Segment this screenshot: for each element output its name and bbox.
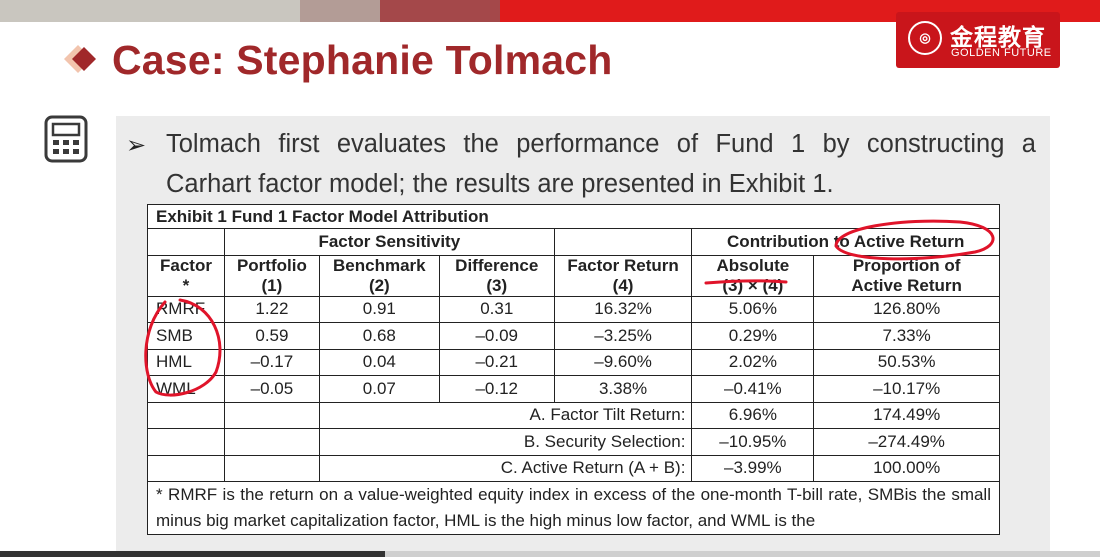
proportion-cell: 174.49% bbox=[813, 401, 1000, 429]
factor-sensitivity-header: Factor Sensitivity bbox=[223, 228, 555, 256]
calculator-icon bbox=[44, 115, 88, 163]
difference-cell: –0.21 bbox=[438, 348, 555, 376]
table-row: WML –0.05 0.07 –0.12 3.38% –0.41% –10.17… bbox=[147, 375, 1000, 403]
exhibit-caption: Exhibit 1 Fund 1 Factor Model Attributio… bbox=[147, 204, 1000, 229]
empty-cell bbox=[223, 401, 320, 429]
page-title: Case: Stephanie Tolmach bbox=[112, 37, 613, 83]
title-diamond-icon bbox=[64, 45, 96, 73]
difference-column-header: Difference (3) bbox=[438, 254, 555, 297]
portfolio-cell: 0.59 bbox=[223, 322, 320, 350]
portfolio-cell: –0.17 bbox=[223, 348, 320, 376]
proportion-cell: 50.53% bbox=[813, 348, 1000, 376]
bullet-text-line-1: Tolmach first evaluates the performance … bbox=[166, 130, 1036, 158]
summary-label: B. Security Selection: bbox=[318, 428, 693, 456]
portfolio-cell: –0.05 bbox=[223, 375, 320, 403]
brand-logo: ◎ 金程教育 GOLDEN FUTURE bbox=[896, 12, 1060, 68]
logo-seal-icon: ◎ bbox=[908, 21, 942, 55]
summary-row: B. Security Selection: –10.95% –274.49% bbox=[147, 428, 1000, 456]
factor-cell: HML bbox=[147, 348, 225, 376]
benchmark-cell: 0.91 bbox=[318, 295, 440, 323]
empty-cell bbox=[147, 428, 225, 456]
factor-return-column-header: Factor Return (4) bbox=[553, 254, 693, 297]
proportion-column-header: Proportion of Active Return bbox=[813, 254, 1000, 297]
bullet-text-line-2: Carhart factor model; the results are pr… bbox=[166, 170, 834, 198]
bullet-arrow-icon: ➢ bbox=[126, 132, 147, 159]
summary-row: A. Factor Tilt Return: 6.96% 174.49% bbox=[147, 401, 1000, 429]
summary-label: A. Factor Tilt Return: bbox=[318, 401, 693, 429]
proportion-cell: 7.33% bbox=[813, 322, 1000, 350]
empty-cell bbox=[223, 454, 320, 482]
logo-chinese-text: 金程教育 bbox=[950, 24, 1046, 50]
summary-row: C. Active Return (A + B): –3.99% 100.00% bbox=[147, 454, 1000, 482]
proportion-cell: –10.17% bbox=[813, 375, 1000, 403]
empty-cell bbox=[147, 401, 225, 429]
difference-cell: 0.31 bbox=[438, 295, 555, 323]
proportion-cell: 126.80% bbox=[813, 295, 1000, 323]
proportion-cell: 100.00% bbox=[813, 454, 1000, 482]
benchmark-cell: 0.07 bbox=[318, 375, 440, 403]
difference-cell: –0.12 bbox=[438, 375, 555, 403]
absolute-cell: –10.95% bbox=[691, 428, 815, 456]
absolute-cell: 2.02% bbox=[691, 348, 815, 376]
proportion-cell: –274.49% bbox=[813, 428, 1000, 456]
header-empty-cell bbox=[553, 228, 693, 256]
factor-cell: RMRF bbox=[147, 295, 225, 323]
factor-cell: SMB bbox=[147, 322, 225, 350]
benchmark-cell: 0.68 bbox=[318, 322, 440, 350]
absolute-cell: 6.96% bbox=[691, 401, 815, 429]
difference-cell: –0.09 bbox=[438, 322, 555, 350]
exhibit-table: Exhibit 1 Fund 1 Factor Model Attributio… bbox=[147, 204, 1000, 535]
video-progress-fill bbox=[0, 551, 385, 557]
empty-cell bbox=[147, 454, 225, 482]
table-row: SMB 0.59 0.68 –0.09 –3.25% 0.29% 7.33% bbox=[147, 322, 1000, 350]
exhibit-footnote: * RMRF is the return on a value-weighted… bbox=[147, 481, 1000, 535]
factor-return-cell: 16.32% bbox=[553, 295, 693, 323]
absolute-cell: 0.29% bbox=[691, 322, 815, 350]
portfolio-column-header: Portfolio (1) bbox=[223, 254, 320, 297]
absolute-cell: –0.41% bbox=[691, 375, 815, 403]
table-row: HML –0.17 0.04 –0.21 –9.60% 2.02% 50.53% bbox=[147, 348, 1000, 376]
factor-return-cell: –3.25% bbox=[553, 322, 693, 350]
absolute-cell: 5.06% bbox=[691, 295, 815, 323]
absolute-column-header: Absolute (3) × (4) bbox=[691, 254, 815, 297]
absolute-cell: –3.99% bbox=[691, 454, 815, 482]
logo-english-text: GOLDEN FUTURE bbox=[951, 47, 1052, 59]
benchmark-column-header: Benchmark (2) bbox=[318, 254, 440, 297]
contribution-header: Contribution to Active Return bbox=[691, 228, 1000, 256]
factor-return-cell: –9.60% bbox=[553, 348, 693, 376]
benchmark-cell: 0.04 bbox=[318, 348, 440, 376]
header-empty-cell bbox=[147, 228, 225, 256]
portfolio-cell: 1.22 bbox=[223, 295, 320, 323]
factor-cell: WML bbox=[147, 375, 225, 403]
table-row: RMRF 1.22 0.91 0.31 16.32% 5.06% 126.80% bbox=[147, 295, 1000, 323]
factor-column-header: Factor * bbox=[147, 254, 225, 297]
factor-return-cell: 3.38% bbox=[553, 375, 693, 403]
empty-cell bbox=[223, 428, 320, 456]
video-progress-bar[interactable] bbox=[0, 551, 1100, 557]
summary-label: C. Active Return (A + B): bbox=[318, 454, 693, 482]
